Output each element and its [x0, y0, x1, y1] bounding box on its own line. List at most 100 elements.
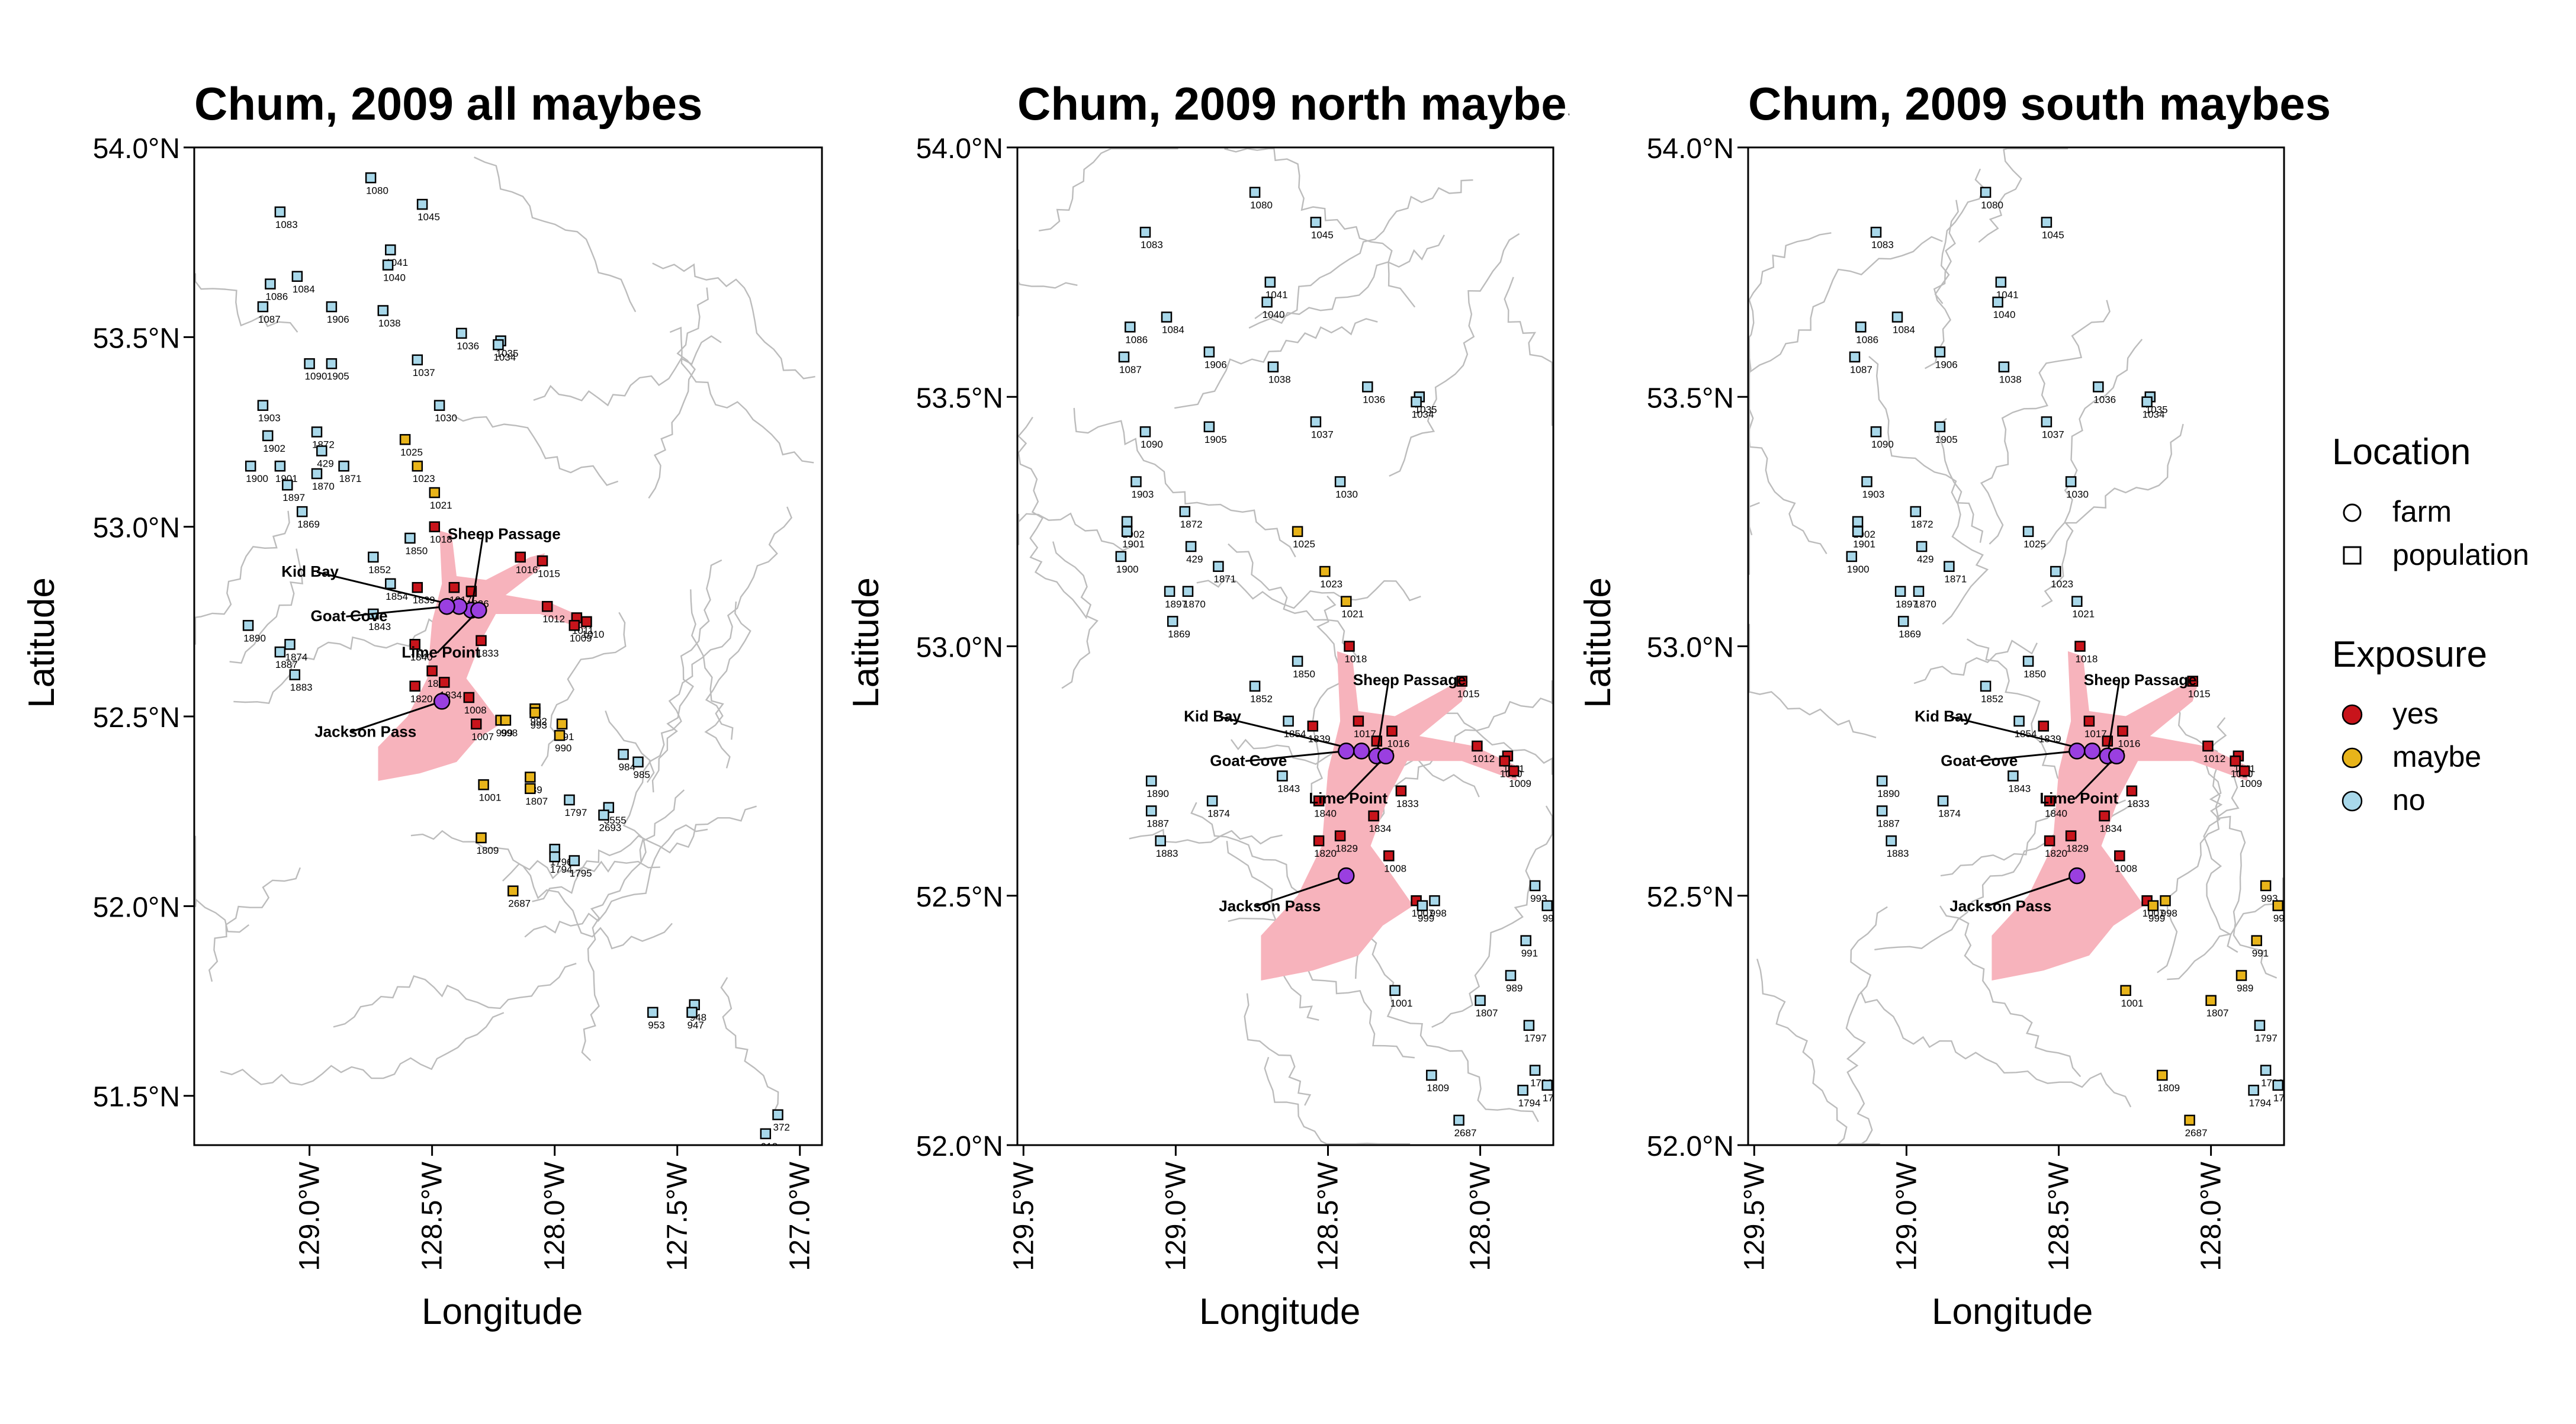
population-marker-1083	[274, 206, 286, 218]
population-label-1843: 1843	[1277, 783, 1300, 795]
population-marker-1902	[1852, 516, 1864, 528]
coastline-segment	[1248, 234, 1445, 329]
population-label-998: 998	[501, 727, 518, 738]
population-label-1037: 1037	[2042, 429, 2064, 440]
population-label-1008: 1008	[1384, 863, 1406, 874]
population-label-1008: 1008	[464, 705, 487, 716]
population-marker-1887	[274, 646, 286, 658]
farm-leader-line	[1344, 755, 1387, 799]
population-marker-1870	[1913, 586, 1925, 597]
population-marker-1017	[2083, 715, 2095, 727]
population-marker-990	[554, 729, 566, 741]
population-label-1820: 1820	[2045, 848, 2067, 859]
farm-leader-line	[1976, 750, 2077, 762]
coastline-segment	[1748, 358, 1827, 555]
population-label-1025: 1025	[400, 446, 423, 458]
population-marker-1037	[2041, 416, 2053, 427]
population-marker-1797	[564, 794, 575, 806]
population-marker-1796	[1529, 1065, 1541, 1076]
population-label-1015: 1015	[538, 568, 560, 579]
population-marker-1023	[2050, 565, 2061, 577]
population-marker-1080	[1980, 187, 1992, 198]
coastline-segment	[1196, 576, 1421, 609]
exposure-zone	[1261, 651, 1517, 981]
population-label-989: 989	[2237, 983, 2253, 994]
farm-marker	[433, 693, 451, 710]
population-marker-1794	[2248, 1085, 2259, 1096]
population-label-1852: 1852	[368, 564, 391, 576]
population-label-991: 991	[1521, 948, 1538, 959]
population-marker-1008	[463, 692, 475, 703]
panel-title-south: Chum, 2009 south maybes	[1748, 78, 2331, 130]
population-marker-1030	[433, 400, 445, 411]
population-label-990: 990	[555, 742, 571, 754]
coastline-segment	[1039, 147, 1178, 232]
population-label-1012: 1012	[1472, 753, 1495, 764]
population-marker-1038	[377, 305, 389, 316]
population-marker-1023	[412, 460, 423, 472]
population-marker-1869	[1167, 616, 1178, 627]
population-label-1015: 1015	[1457, 689, 1480, 700]
farm-label: Goat Cove	[1941, 751, 2018, 769]
population-marker-1850	[404, 532, 416, 544]
exposure-zone	[1992, 651, 2248, 981]
coastline-segment	[1311, 595, 1348, 796]
x-axis-title-south: Longitude	[1932, 1291, 2093, 1332]
coastline-segment	[1228, 543, 1360, 660]
population-marker-1834	[439, 677, 450, 688]
panel-title-all: Chum, 2009 all maybes	[194, 78, 703, 130]
population-label-1809: 1809	[2157, 1082, 2180, 1094]
farm-label: Jackson Pass	[1949, 897, 2051, 915]
population-label-1040: 1040	[1993, 309, 2016, 320]
x-tick-label: 128.0°W	[1465, 1161, 1496, 1271]
coastline-segment	[1224, 147, 1416, 308]
farm-leader-line	[316, 571, 460, 607]
population-marker-2693	[598, 809, 609, 821]
population-marker-1036	[456, 327, 467, 339]
legend-maybe-symbol	[2341, 747, 2363, 769]
population-marker-998	[1429, 895, 1440, 907]
population-marker-1797	[2254, 1020, 2266, 1031]
y-tick-label: 52.5°N	[93, 702, 180, 734]
population-label-1090: 1090	[1141, 439, 1163, 450]
population-label-1080: 1080	[1250, 200, 1273, 211]
population-label-993: 993	[531, 720, 547, 731]
population-marker-429	[316, 445, 327, 457]
population-label-1872: 1872	[1911, 519, 1933, 530]
legend-location-title: Location	[2332, 432, 2471, 472]
population-label-985: 985	[634, 769, 650, 780]
population-label-947: 947	[688, 1020, 704, 1031]
coastline-segment	[1174, 318, 1378, 409]
population-marker-1007	[470, 718, 482, 730]
population-marker-1874	[284, 639, 295, 650]
population-label-1850: 1850	[1293, 668, 1315, 680]
population-marker-993	[1529, 880, 1541, 892]
y-tick-label: 53.5°N	[1647, 382, 1734, 414]
population-label-989: 989	[1506, 983, 1523, 994]
population-marker-1872	[1179, 506, 1191, 517]
population-label-1009: 1009	[570, 632, 592, 644]
population-label-1840: 1840	[1314, 808, 1337, 819]
legend-no-label: no	[2392, 783, 2426, 817]
population-label-1017: 1017	[2084, 728, 2107, 740]
population-label-1887: 1887	[1146, 818, 1169, 830]
population-label-1087: 1087	[1850, 364, 1872, 375]
population-marker-1087	[1849, 351, 1861, 363]
population-marker-1018	[429, 521, 441, 532]
population-label-1869: 1869	[1899, 628, 1921, 639]
population-label-1016: 1016	[516, 564, 538, 576]
population-marker-1901	[1852, 526, 1864, 537]
population-marker-1897	[282, 479, 293, 491]
population-marker-1807	[2205, 995, 2217, 1006]
population-marker-1034	[1411, 396, 1422, 407]
population-marker-1902	[262, 430, 274, 442]
population-marker-1080	[365, 172, 377, 184]
coastline-segment	[2040, 423, 2184, 550]
population-marker-1854	[385, 578, 396, 590]
population-label-1794: 1794	[550, 864, 573, 875]
farm-leader-line	[1949, 715, 2093, 752]
farm-label: Lime Point	[1309, 789, 1387, 807]
population-marker-1021	[2071, 596, 2083, 607]
legend	[2341, 503, 2363, 812]
population-marker-2687	[1453, 1114, 1464, 1126]
